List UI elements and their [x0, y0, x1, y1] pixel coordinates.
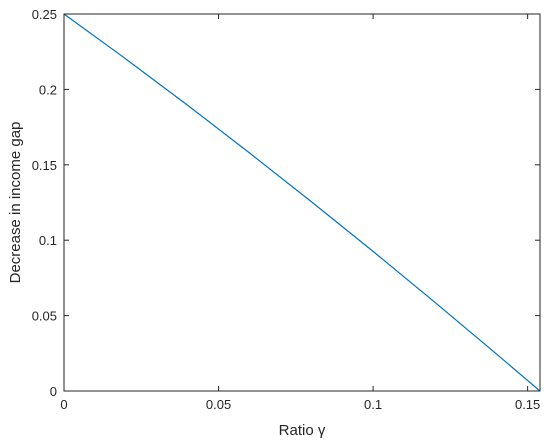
x-tick-label: 0: [60, 397, 67, 412]
y-tick-label: 0.05: [32, 309, 57, 324]
x-tick-label: 0.1: [364, 397, 382, 412]
series-layer: [63, 13, 541, 392]
y-tick-label: 0.15: [32, 158, 57, 173]
x-tick-label: 0.15: [515, 397, 540, 412]
x-tick-label: 0.05: [206, 397, 231, 412]
y-tick-label: 0: [50, 384, 57, 399]
y-tick-label: 0.25: [32, 7, 57, 22]
axes-box: [63, 13, 541, 392]
y-tick-label: 0.2: [39, 82, 57, 97]
series-line: [63, 13, 541, 392]
y-tick-label: 0.1: [39, 233, 57, 248]
plot-area: [63, 13, 541, 392]
ticks-layer: 0 0.05 0.1 0.15 0 0.05 0.1 0.15 0.2 0.25: [32, 7, 541, 412]
x-axis-label: Ratio γ: [279, 422, 326, 439]
y-axis-label: Decrease in income gap: [7, 122, 24, 284]
